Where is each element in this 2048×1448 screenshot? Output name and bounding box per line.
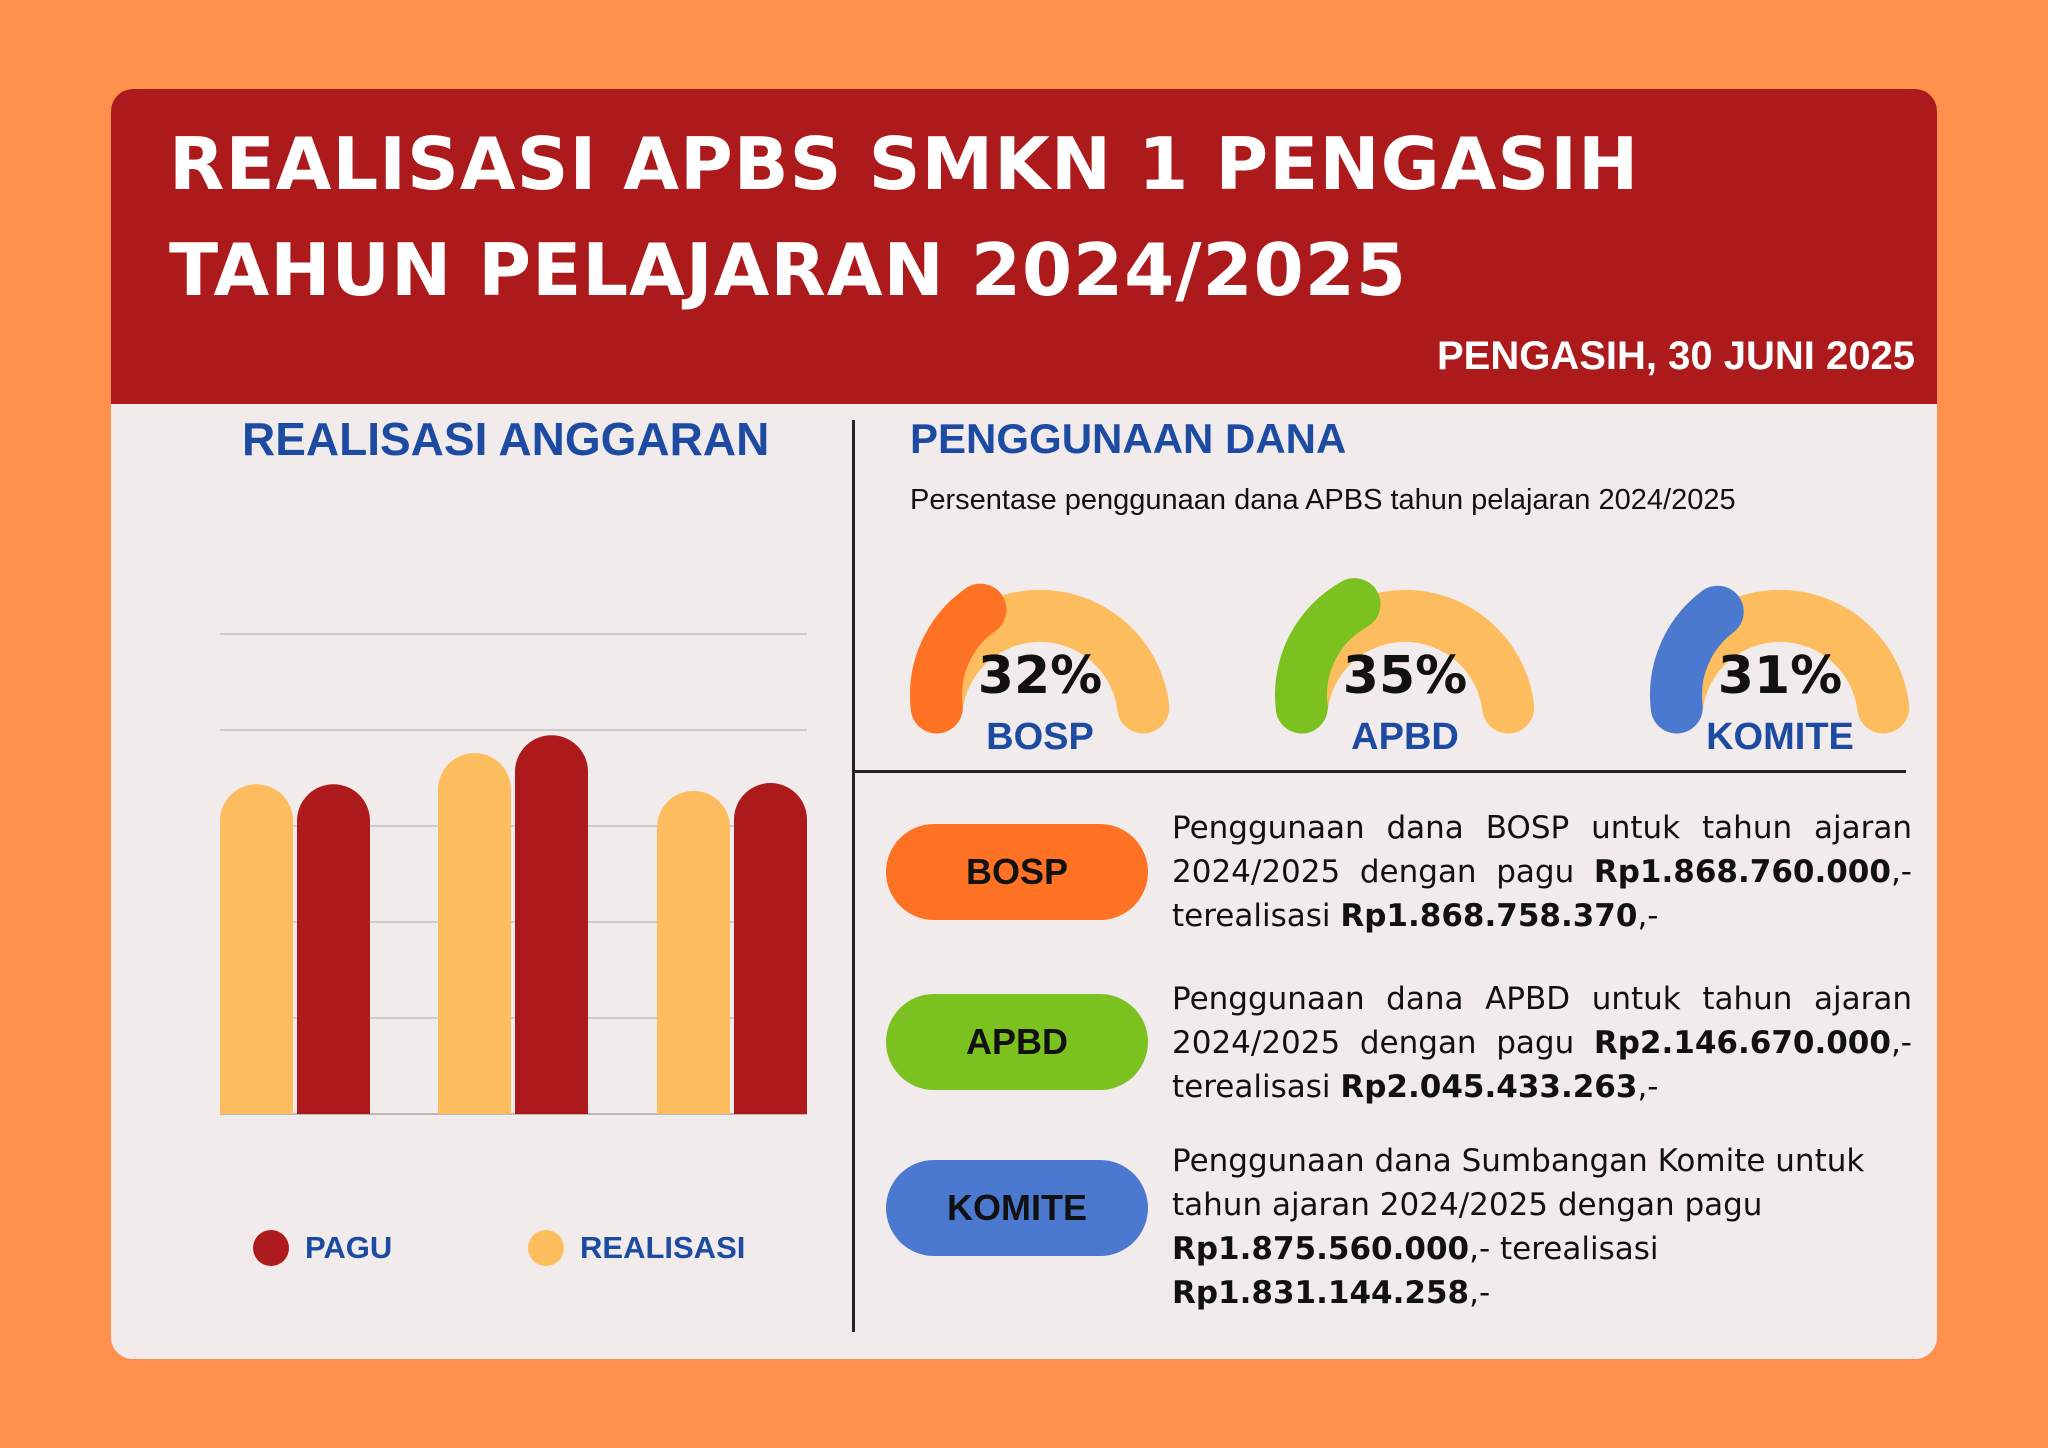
gauge-komite: 31% KOMITE (1630, 560, 1930, 760)
gauge-fill-apbd (1275, 578, 1381, 734)
bosp-pill: BOSP (886, 824, 1148, 920)
apbd-description: Penggunaan dana APBD untuk tahun ajaran … (1172, 977, 1912, 1109)
bosp-description: Penggunaan dana BOSP untuk tahun ajaran … (1172, 806, 1912, 938)
legend-realisasi-label: REALISASI (580, 1230, 746, 1265)
apbd-text-a: Penggunaan dana APBD untuk tahun ajaran … (1172, 981, 1912, 1061)
apbd-text-b: ,- terealisasi (1172, 1025, 1912, 1105)
page-title: REALISASI APBS SMKN 1 PENGASIH TAHUN PEL… (169, 111, 1639, 323)
gauge-komite-percent: 31% (1717, 646, 1843, 706)
date-label: PENGASIH, 30 JUNI 2025 (1437, 334, 1915, 378)
gauge-bosp-arc (910, 583, 1170, 734)
bar-apbd-realisasi (438, 753, 511, 1114)
bar-komite-realisasi (657, 790, 730, 1114)
komite-description: Penggunaan dana Sumbangan Komite untuk t… (1172, 1139, 1872, 1315)
legend-pagu-dot (253, 1230, 289, 1266)
bosp-text-a: Penggunaan dana BOSP untuk tahun ajaran … (1172, 810, 1912, 890)
penggunaan-dana-heading: PENGGUNAAN DANA (910, 415, 1347, 462)
gauges-subtitle: Persentase penggunaan dana APBS tahun pe… (910, 484, 1736, 516)
apbd-text-c: ,- (1637, 1069, 1659, 1105)
gauge-bosp: 32% BOSP (890, 560, 1190, 760)
gauge-bosp-percent: 32% (977, 646, 1103, 706)
bosp-text-c: ,- (1637, 898, 1659, 934)
legend-realisasi-dot (528, 1230, 564, 1266)
realisasi-anggaran-heading: REALISASI ANGGARAN (242, 413, 770, 465)
bosp-realisasi: Rp1.868.758.370 (1340, 898, 1638, 934)
apbd-pagu: Rp2.146.670.000 (1593, 1025, 1891, 1061)
legend-realisasi: REALISASI (528, 1228, 745, 1268)
legend-pagu-label: PAGU (305, 1230, 393, 1265)
gauge-fill-komite (1650, 585, 1744, 734)
gauge-apbd-arc (1275, 578, 1535, 734)
bosp-text-b: ,- terealisasi (1172, 854, 1912, 934)
header-banner: REALISASI APBS SMKN 1 PENGASIH TAHUN PEL… (111, 89, 1937, 404)
komite-text-b: ,- terealisasi (1469, 1231, 1659, 1267)
bar-apbd-pagu (515, 735, 588, 1114)
bosp-pagu: Rp1.868.760.000 (1593, 854, 1891, 890)
bar-bosp-pagu (297, 784, 370, 1114)
gauge-fill-bosp (910, 583, 1007, 734)
budget-bar-chart (220, 633, 807, 1115)
vertical-divider (852, 420, 855, 1332)
komite-pill: KOMITE (886, 1160, 1148, 1256)
gauge-bosp-label: BOSP (986, 716, 1094, 758)
bar-bosp-realisasi (220, 784, 293, 1114)
komite-realisasi: Rp1.831.144.258 (1172, 1275, 1470, 1311)
bar-komite-pagu (734, 783, 807, 1114)
legend-pagu: PAGU (253, 1228, 392, 1268)
gauge-apbd-label: APBD (1351, 716, 1459, 758)
gauge-komite-label: KOMITE (1706, 716, 1854, 758)
komite-text-a: Penggunaan dana Sumbangan Komite untuk t… (1172, 1143, 1865, 1223)
title-line-1: REALISASI APBS SMKN 1 PENGASIH (169, 122, 1640, 206)
komite-pagu: Rp1.875.560.000 (1172, 1231, 1470, 1267)
gauge-apbd-percent: 35% (1342, 646, 1468, 706)
komite-text-c: ,- (1469, 1275, 1491, 1311)
apbd-pill: APBD (886, 994, 1148, 1090)
gauge-komite-arc (1650, 585, 1910, 734)
apbd-realisasi: Rp2.045.433.263 (1340, 1069, 1638, 1105)
gauge-apbd: 35% APBD (1255, 560, 1555, 760)
horizontal-divider (855, 770, 1906, 773)
title-line-2: TAHUN PELAJARAN 2024/2025 (169, 228, 1407, 312)
